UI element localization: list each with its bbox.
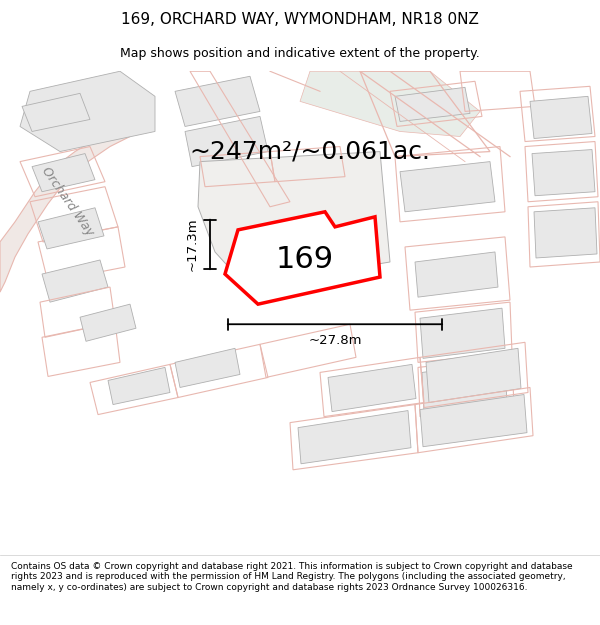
- Polygon shape: [415, 252, 498, 297]
- Text: ~17.3m: ~17.3m: [185, 217, 199, 271]
- Polygon shape: [420, 394, 527, 447]
- Polygon shape: [534, 208, 597, 258]
- Polygon shape: [185, 116, 268, 167]
- Polygon shape: [22, 93, 90, 131]
- Polygon shape: [42, 260, 108, 302]
- Polygon shape: [20, 71, 155, 151]
- Polygon shape: [225, 212, 380, 304]
- Polygon shape: [80, 304, 136, 341]
- Polygon shape: [198, 151, 390, 282]
- Polygon shape: [530, 96, 592, 139]
- Polygon shape: [426, 348, 521, 403]
- Polygon shape: [422, 362, 507, 413]
- Text: 169: 169: [276, 246, 334, 274]
- Polygon shape: [32, 154, 95, 192]
- Text: ~27.8m: ~27.8m: [308, 334, 362, 347]
- Text: Map shows position and indicative extent of the property.: Map shows position and indicative extent…: [120, 47, 480, 60]
- Text: 169, ORCHARD WAY, WYMONDHAM, NR18 0NZ: 169, ORCHARD WAY, WYMONDHAM, NR18 0NZ: [121, 12, 479, 28]
- Polygon shape: [532, 149, 595, 196]
- Polygon shape: [300, 71, 480, 136]
- Polygon shape: [298, 411, 411, 464]
- Polygon shape: [400, 162, 495, 212]
- Text: ~247m²/~0.061ac.: ~247m²/~0.061ac.: [190, 139, 431, 164]
- Text: Contains OS data © Crown copyright and database right 2021. This information is : Contains OS data © Crown copyright and d…: [11, 562, 572, 591]
- Polygon shape: [0, 131, 130, 292]
- Text: Orchard Way: Orchard Way: [40, 165, 97, 239]
- Polygon shape: [38, 208, 104, 249]
- Polygon shape: [328, 364, 416, 412]
- Polygon shape: [420, 308, 505, 358]
- Polygon shape: [395, 88, 470, 121]
- Polygon shape: [175, 76, 260, 126]
- Polygon shape: [175, 348, 240, 388]
- Polygon shape: [108, 368, 170, 404]
